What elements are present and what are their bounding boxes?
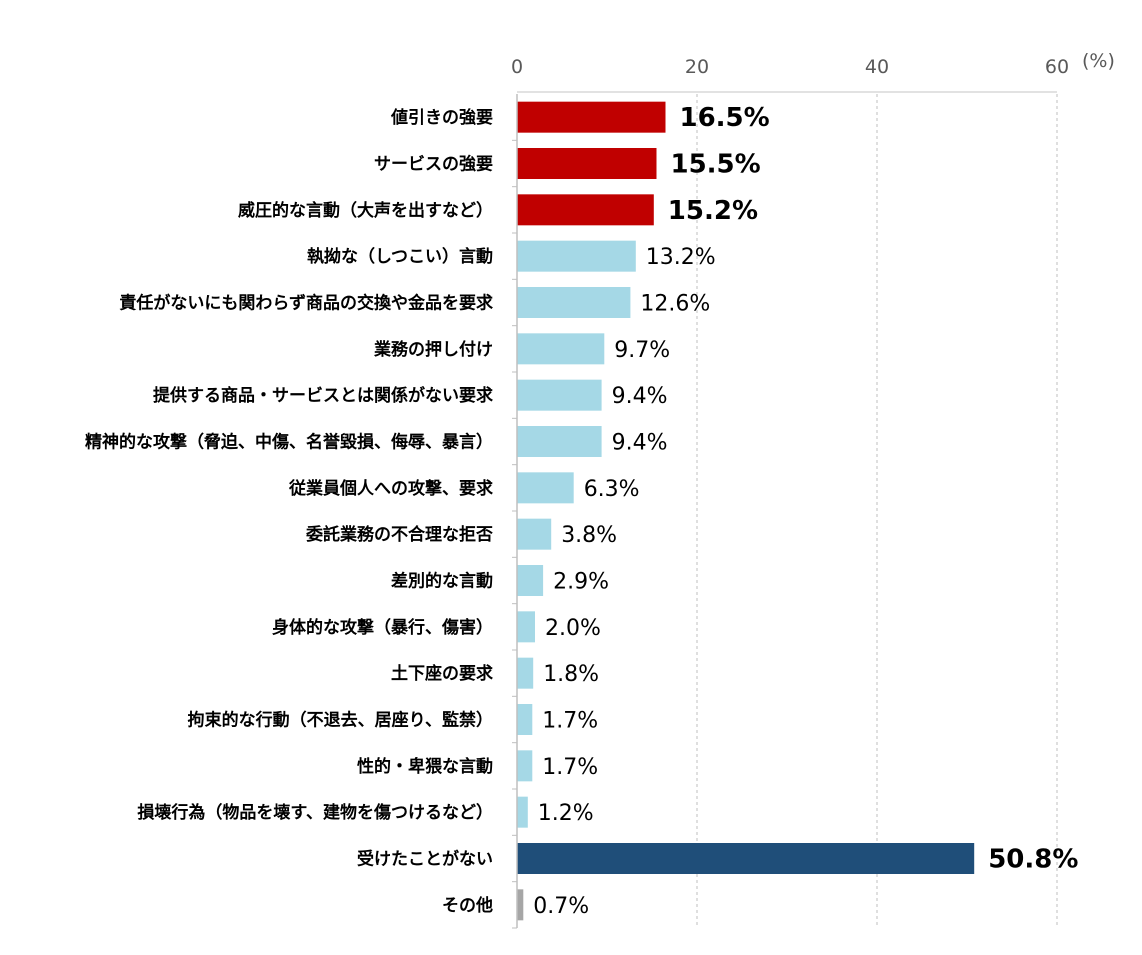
bar [517, 518, 552, 550]
category-label: 提供する商品・サービスとは関係がない要求 [153, 385, 493, 406]
bar [517, 287, 631, 318]
bar [517, 379, 602, 411]
data-label: 15.2% [668, 196, 758, 226]
bar [517, 194, 654, 226]
category-label: 責任がないにも関わらず商品の交換や金品を要求 [119, 293, 493, 314]
data-label: 9.4% [612, 384, 668, 409]
category-label: 業務の押し付け [374, 339, 493, 360]
bar [517, 704, 533, 735]
data-label: 15.5% [671, 150, 761, 180]
data-label: 3.8% [561, 523, 617, 548]
data-label: 9.4% [612, 431, 668, 456]
bar [517, 750, 533, 782]
x-tick-label: 40 [865, 56, 889, 78]
data-label: 1.8% [543, 662, 599, 687]
category-label: 性的・卑猥な言動 [357, 756, 493, 777]
category-label: その他 [442, 895, 493, 916]
data-label: 9.7% [614, 338, 670, 363]
bar [517, 565, 544, 596]
bar [517, 472, 574, 504]
category-label: 差別的な言動 [391, 571, 493, 592]
data-label: 2.9% [553, 570, 609, 595]
category-label: 拘束的な行動（不退去、居座り、監禁） [188, 710, 493, 731]
category-label: 従業員個人への攻撃、要求 [288, 478, 493, 499]
bar [517, 240, 636, 272]
category-label: 受けたことがない [357, 849, 493, 870]
category-label: 値引きの強要 [390, 107, 493, 128]
bar [517, 333, 605, 365]
data-label: 12.6% [640, 292, 710, 317]
category-label: 委託業務の不合理な拒否 [305, 524, 493, 545]
category-label: 精神的な攻撃（脅迫、中傷、名誉毀損、侮辱、暴言） [85, 432, 493, 453]
data-label: 0.7% [533, 894, 589, 919]
category-label: 損壊行為（物品を壊す、建物を傷つけるなど） [137, 802, 493, 823]
bar [517, 796, 528, 828]
category-label: 土下座の要求 [391, 663, 493, 684]
data-label: 50.8% [988, 845, 1078, 875]
data-label: 13.2% [646, 245, 716, 270]
bar [517, 101, 666, 133]
bar [517, 611, 535, 643]
category-label: 執拗な（しつこい）言動 [307, 246, 493, 267]
bar [517, 657, 534, 689]
bar [517, 426, 602, 457]
bar [517, 889, 524, 921]
bar [517, 148, 657, 179]
data-label: 2.0% [545, 616, 601, 641]
x-tick-label: 0 [511, 56, 523, 78]
category-label: 身体的な攻撃（暴行、傷害） [272, 617, 493, 638]
category-label: サービスの強要 [374, 154, 493, 175]
data-label: 6.3% [584, 477, 640, 502]
x-tick-label: 20 [685, 56, 709, 78]
unit-label: (%) [1082, 50, 1115, 72]
bar [517, 843, 975, 874]
data-label: 1.7% [542, 755, 598, 780]
category-label: 威圧的な言動（大声を出すなど） [238, 200, 493, 221]
data-label: 1.2% [538, 801, 594, 826]
data-label: 1.7% [542, 709, 598, 734]
x-tick-label: 60 [1045, 56, 1069, 78]
data-label: 16.5% [680, 103, 770, 133]
